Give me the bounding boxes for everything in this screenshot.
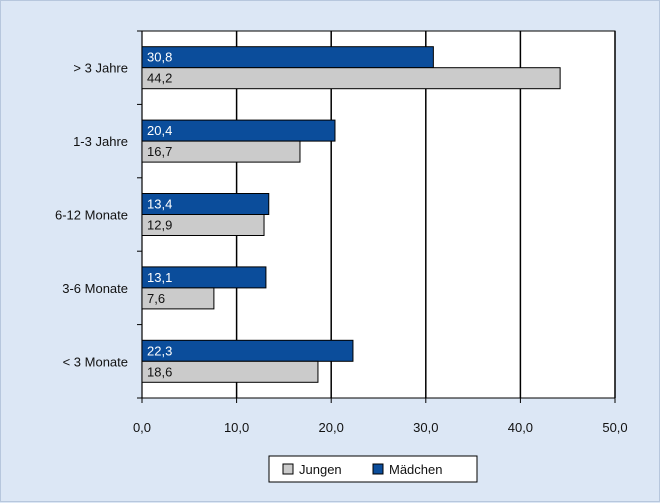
bar-value-label-maedchen: 20,4 (147, 123, 172, 138)
bar-value-label-maedchen: 30,8 (147, 50, 172, 65)
category-label: < 3 Monate (63, 354, 128, 369)
bar-value-label-maedchen: 13,1 (147, 270, 172, 285)
x-tick-label: 40,0 (508, 420, 533, 435)
bar-jungen (141, 214, 265, 236)
bar-value-label-jungen: 44,2 (147, 71, 172, 86)
x-tick-label: 30,0 (413, 420, 438, 435)
bars: 30,8 44,2 20,4 16,7 13,4 12,9 13,1 7,6 22,3 18,6 (141, 46, 561, 383)
x-tick-label: 0,0 (133, 420, 151, 435)
legend-label: Mädchen (389, 462, 442, 477)
x-tick-label: 20,0 (319, 420, 344, 435)
bar-maedchen (141, 339, 354, 362)
category-labels: > 3 Jahre 1-3 Jahre 6-12 Monate 3-6 Monate <… (55, 61, 128, 370)
category-label: 3-6 Monate (62, 281, 128, 296)
category-label: 1-3 Jahre (73, 134, 128, 149)
legend-swatch (372, 463, 384, 475)
x-tick-label: 10,0 (224, 420, 249, 435)
x-tick-label: 50,0 (602, 420, 627, 435)
legend-swatch (282, 463, 294, 475)
legend-box (268, 455, 478, 483)
bar-jungen (141, 67, 561, 90)
x-tick-labels: 0,0 10,0 20,0 30,0 40,0 50,0 (133, 420, 628, 435)
legend-label: Jungen (299, 462, 342, 477)
bar-value-label-jungen: 18,6 (147, 364, 172, 379)
bar-value-label-jungen: 7,6 (147, 291, 165, 306)
bar-value-label-maedchen: 22,3 (147, 343, 172, 358)
bar-jungen (141, 360, 319, 383)
legend: Jungen Mädchen (268, 455, 478, 483)
bar-jungen (141, 140, 301, 163)
bar-value-label-jungen: 12,9 (147, 218, 172, 233)
bar-value-label-jungen: 16,7 (147, 144, 172, 159)
bar-value-label-maedchen: 13,4 (147, 197, 172, 212)
category-label: > 3 Jahre (73, 61, 128, 76)
category-label: 6-12 Monate (55, 208, 128, 223)
bar-maedchen (141, 46, 434, 69)
bar-jungen (141, 287, 215, 310)
